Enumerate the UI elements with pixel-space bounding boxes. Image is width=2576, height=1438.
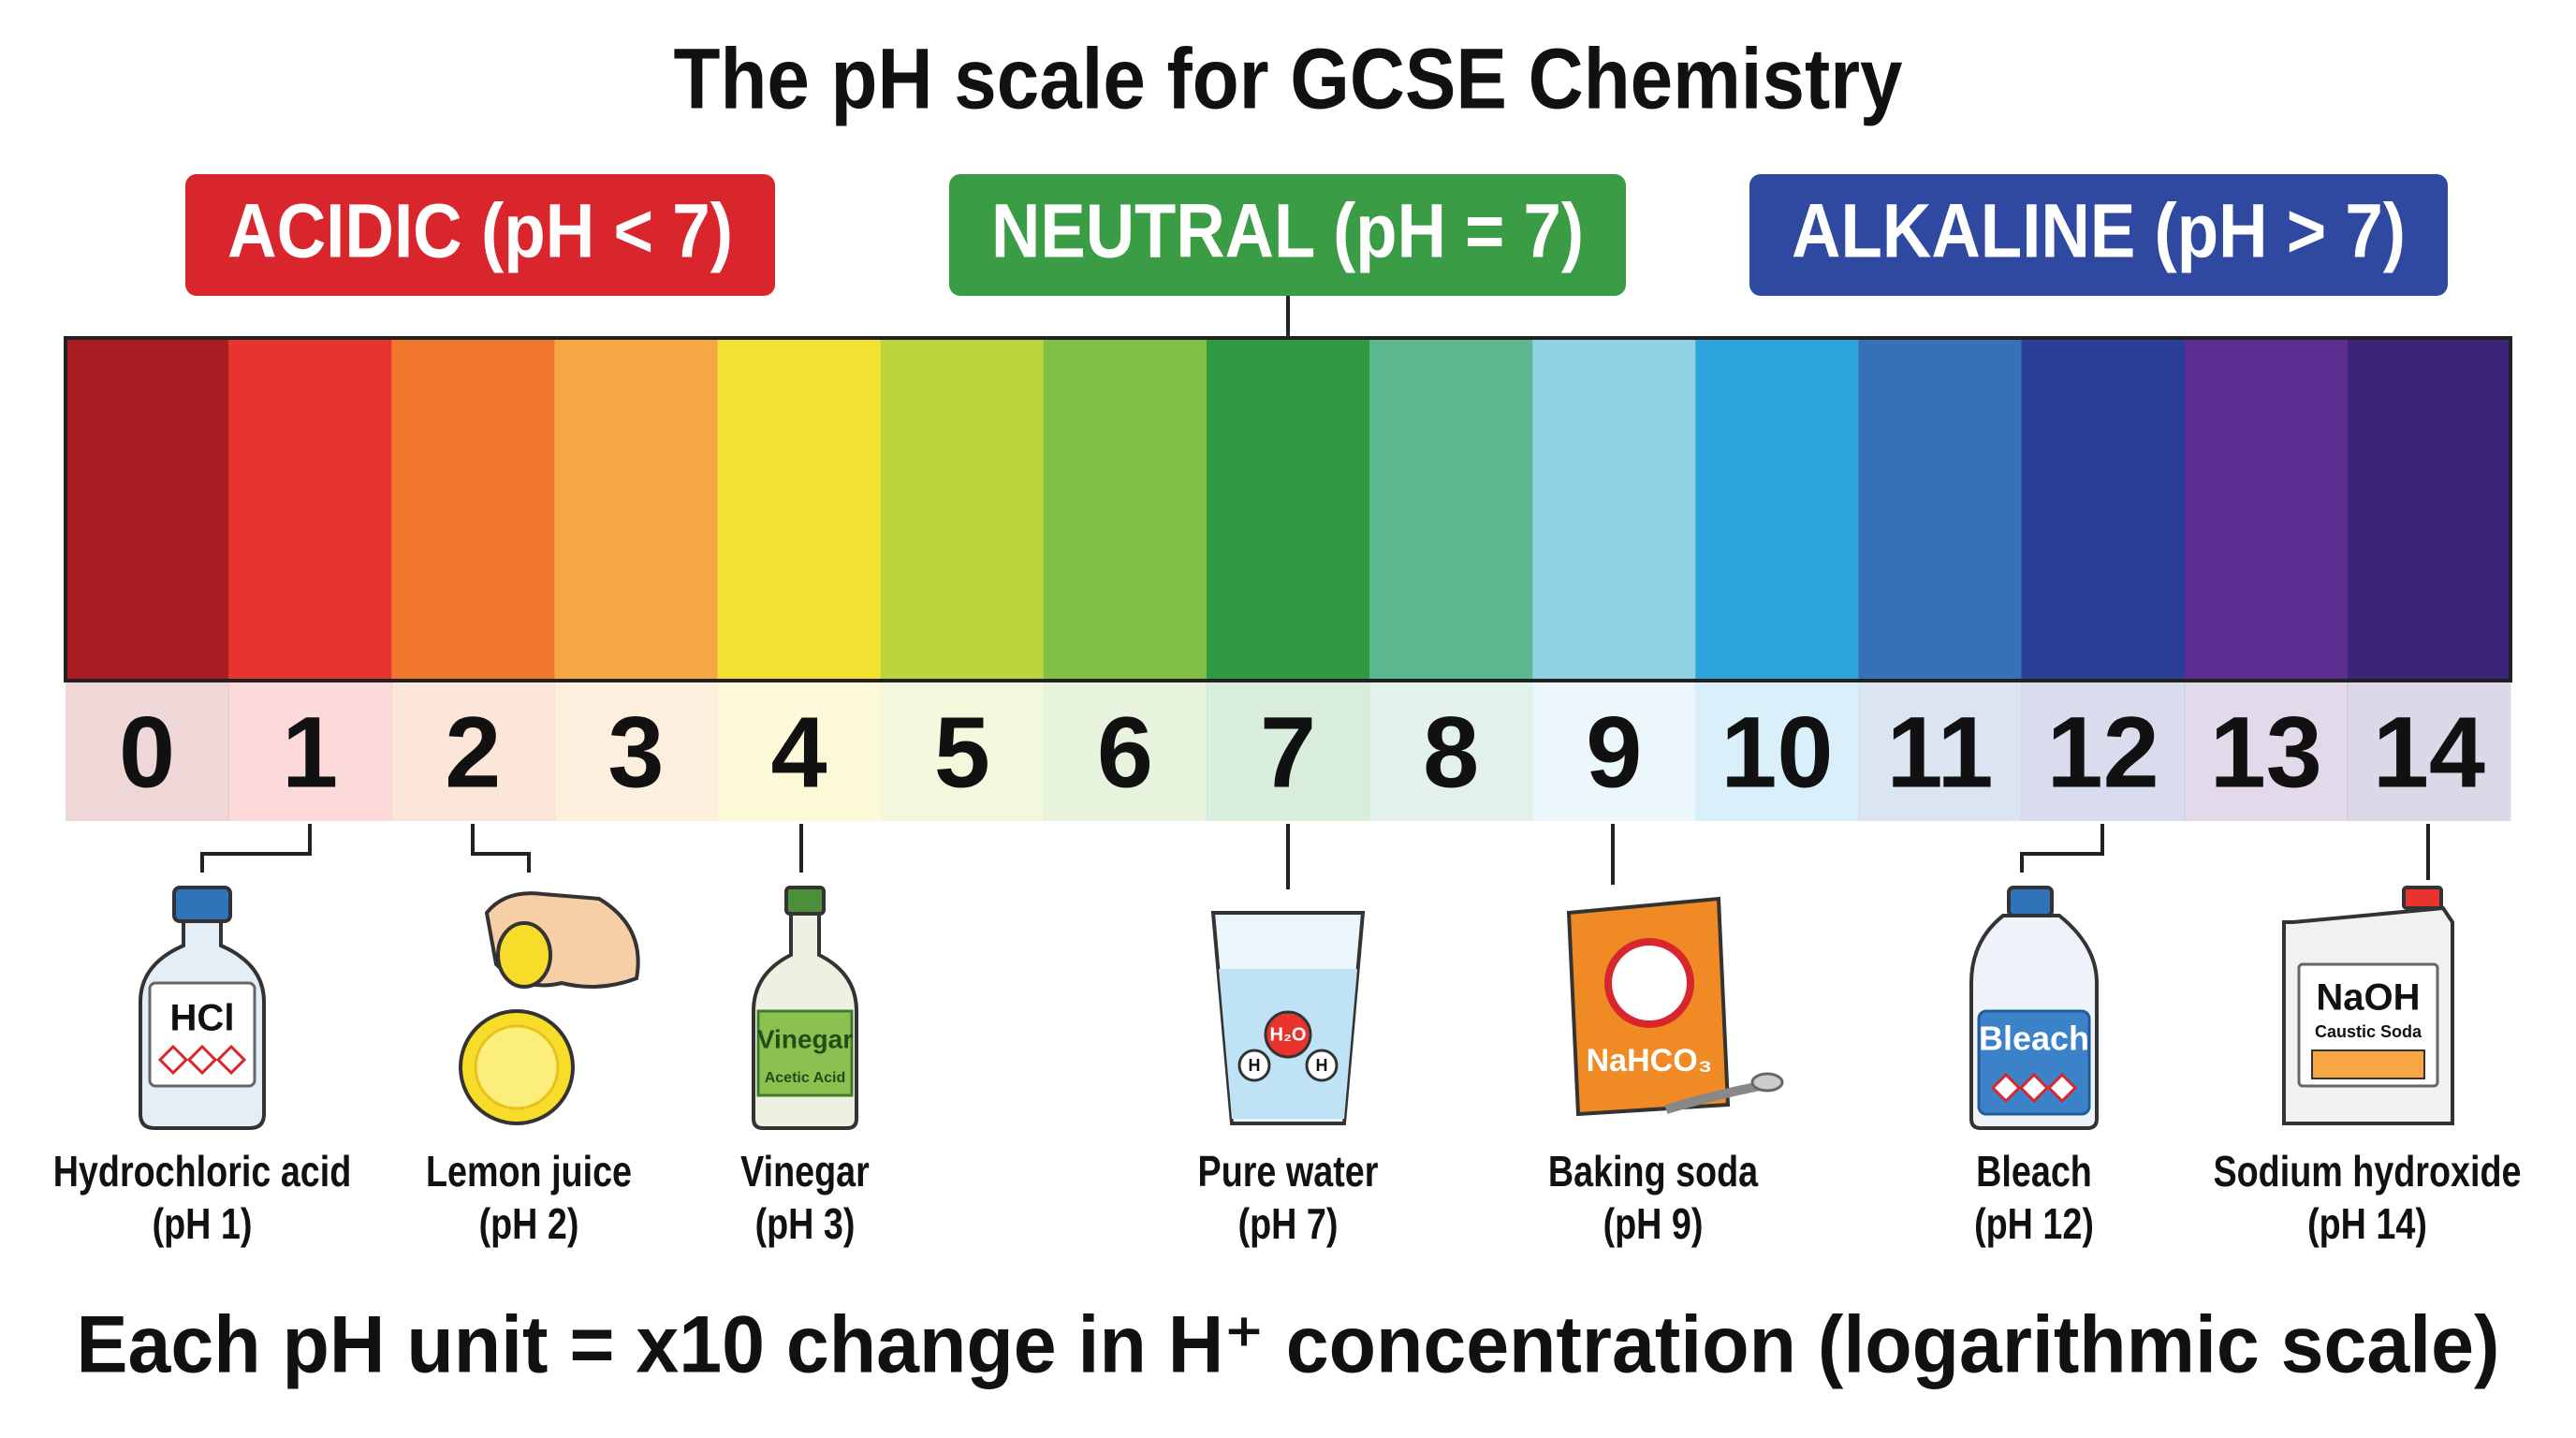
connector [2020, 824, 2104, 873]
example-name: Bleach [1976, 1147, 2092, 1196]
number-band [1695, 681, 1859, 821]
number-band [1858, 681, 2023, 821]
ph-number: 6 [1097, 696, 1153, 809]
scale-segment [554, 338, 719, 681]
ph-number: 7 [1260, 696, 1316, 809]
icon-label: Acetic Acid [765, 1070, 846, 1086]
ph-number: 8 [1423, 696, 1479, 809]
scale-segment [1206, 338, 1370, 681]
connector [471, 824, 531, 873]
scale-segment [717, 338, 882, 681]
ph-scale: 0 1 2 3 4 5 6 7 8 9 10 11 12 13 14 [64, 336, 2512, 821]
ph-number: 10 [1720, 696, 1833, 809]
number-band [1369, 681, 1533, 821]
number-band [1043, 681, 1208, 821]
examples: Hydrochloric acid(pH 1) Lemon juice(pH 2)… [53, 1147, 2522, 1248]
region-box [949, 174, 1626, 296]
ph-number: 1 [282, 696, 338, 809]
example-ph: (pH 12) [1974, 1199, 2094, 1248]
number-band [554, 681, 719, 821]
scale-segment [66, 338, 229, 681]
ph-number: 13 [2210, 696, 2322, 809]
ph-number: 5 [934, 696, 990, 809]
icon-label: H [1316, 1056, 1328, 1075]
icon-label: Caustic Soda [2315, 1022, 2422, 1041]
regions: ACIDIC (pH < 7) NEUTRAL (pH = 7) ALKALINE … [185, 174, 2448, 296]
region-label: ALKALINE (pH > 7) [1792, 189, 2406, 274]
example-ph: (pH 2) [479, 1199, 579, 1248]
scale-segment [1695, 338, 1859, 681]
water-glass-icon: H₂O H H [1210, 911, 1366, 1125]
vinegar-bottle-icon: Vinegar Acetic Acid [752, 886, 858, 1130]
ph-number: 2 [445, 696, 501, 809]
example-name: Baking soda [1548, 1147, 1759, 1196]
number-band [1206, 681, 1370, 821]
scale-border [64, 336, 2512, 682]
number-band [66, 681, 229, 821]
scale-segment [1532, 338, 1696, 681]
region-box [185, 174, 775, 296]
naoh-icon: NaOH Caustic Soda [2282, 886, 2454, 1125]
example-name: Vinegar [740, 1147, 870, 1196]
example-name: Hydrochloric acid [53, 1147, 352, 1196]
example-ph: (pH 7) [1238, 1199, 1339, 1248]
example-ph: (pH 14) [2307, 1199, 2427, 1248]
ph-number: 3 [607, 696, 664, 809]
scale-segment [1858, 338, 2023, 681]
hcl-bottle-icon: HCl [139, 886, 266, 1130]
example-name: Lemon juice [426, 1147, 632, 1196]
region-label: NEUTRAL (pH = 7) [991, 189, 1584, 274]
icon-label: NaHCO₃ [1587, 1043, 1713, 1078]
example-name: Sodium hydroxide [2213, 1147, 2521, 1196]
number-band [228, 681, 392, 821]
icon-label: NaOH [2316, 977, 2420, 1019]
ph-number: 9 [1586, 696, 1642, 809]
number-band [717, 681, 882, 821]
footnote: Each pH unit = x10 change in H⁺ concentr… [77, 1300, 2500, 1390]
number-band [2184, 681, 2349, 821]
number-band [880, 681, 1045, 821]
connector [200, 824, 312, 873]
scale-segment [1369, 338, 1533, 681]
example-name: Pure water [1198, 1147, 1379, 1196]
ph-number: 14 [2373, 696, 2485, 809]
ph-number: 11 [1886, 696, 1993, 809]
number-band [2347, 681, 2511, 821]
icon-label: Bleach [1979, 1020, 2089, 1058]
number-band [1532, 681, 1696, 821]
ph-number: 0 [119, 696, 175, 809]
lemon-icon [459, 891, 640, 1125]
number-band [2021, 681, 2186, 821]
icon-label: Vinegar [757, 1024, 853, 1053]
ph-number: 4 [771, 696, 827, 809]
icon-label: H [1249, 1056, 1261, 1075]
example-ph: (pH 1) [153, 1199, 253, 1248]
bleach-icon: Bleach [1969, 886, 2099, 1130]
ph-number: 12 [2047, 696, 2159, 809]
icon-label: H₂O [1270, 1024, 1307, 1045]
region-box [1749, 174, 2448, 296]
scale-segment [1043, 338, 1208, 681]
scale-segment [228, 338, 392, 681]
example-ph: (pH 3) [755, 1199, 856, 1248]
region-label: ACIDIC (pH < 7) [227, 189, 733, 274]
scale-segment [391, 338, 555, 681]
title: The pH scale for GCSE Chemistry [674, 31, 1903, 126]
scale-segment [2347, 338, 2511, 681]
example-ph: (pH 9) [1603, 1199, 1704, 1248]
number-band [391, 681, 555, 821]
baking-soda-icon: NaHCO₃ [1566, 896, 1784, 1117]
icon-label: HCl [170, 998, 235, 1039]
scale-segment [2021, 338, 2186, 681]
scale-segment [2184, 338, 2349, 681]
scale-segment [880, 338, 1045, 681]
